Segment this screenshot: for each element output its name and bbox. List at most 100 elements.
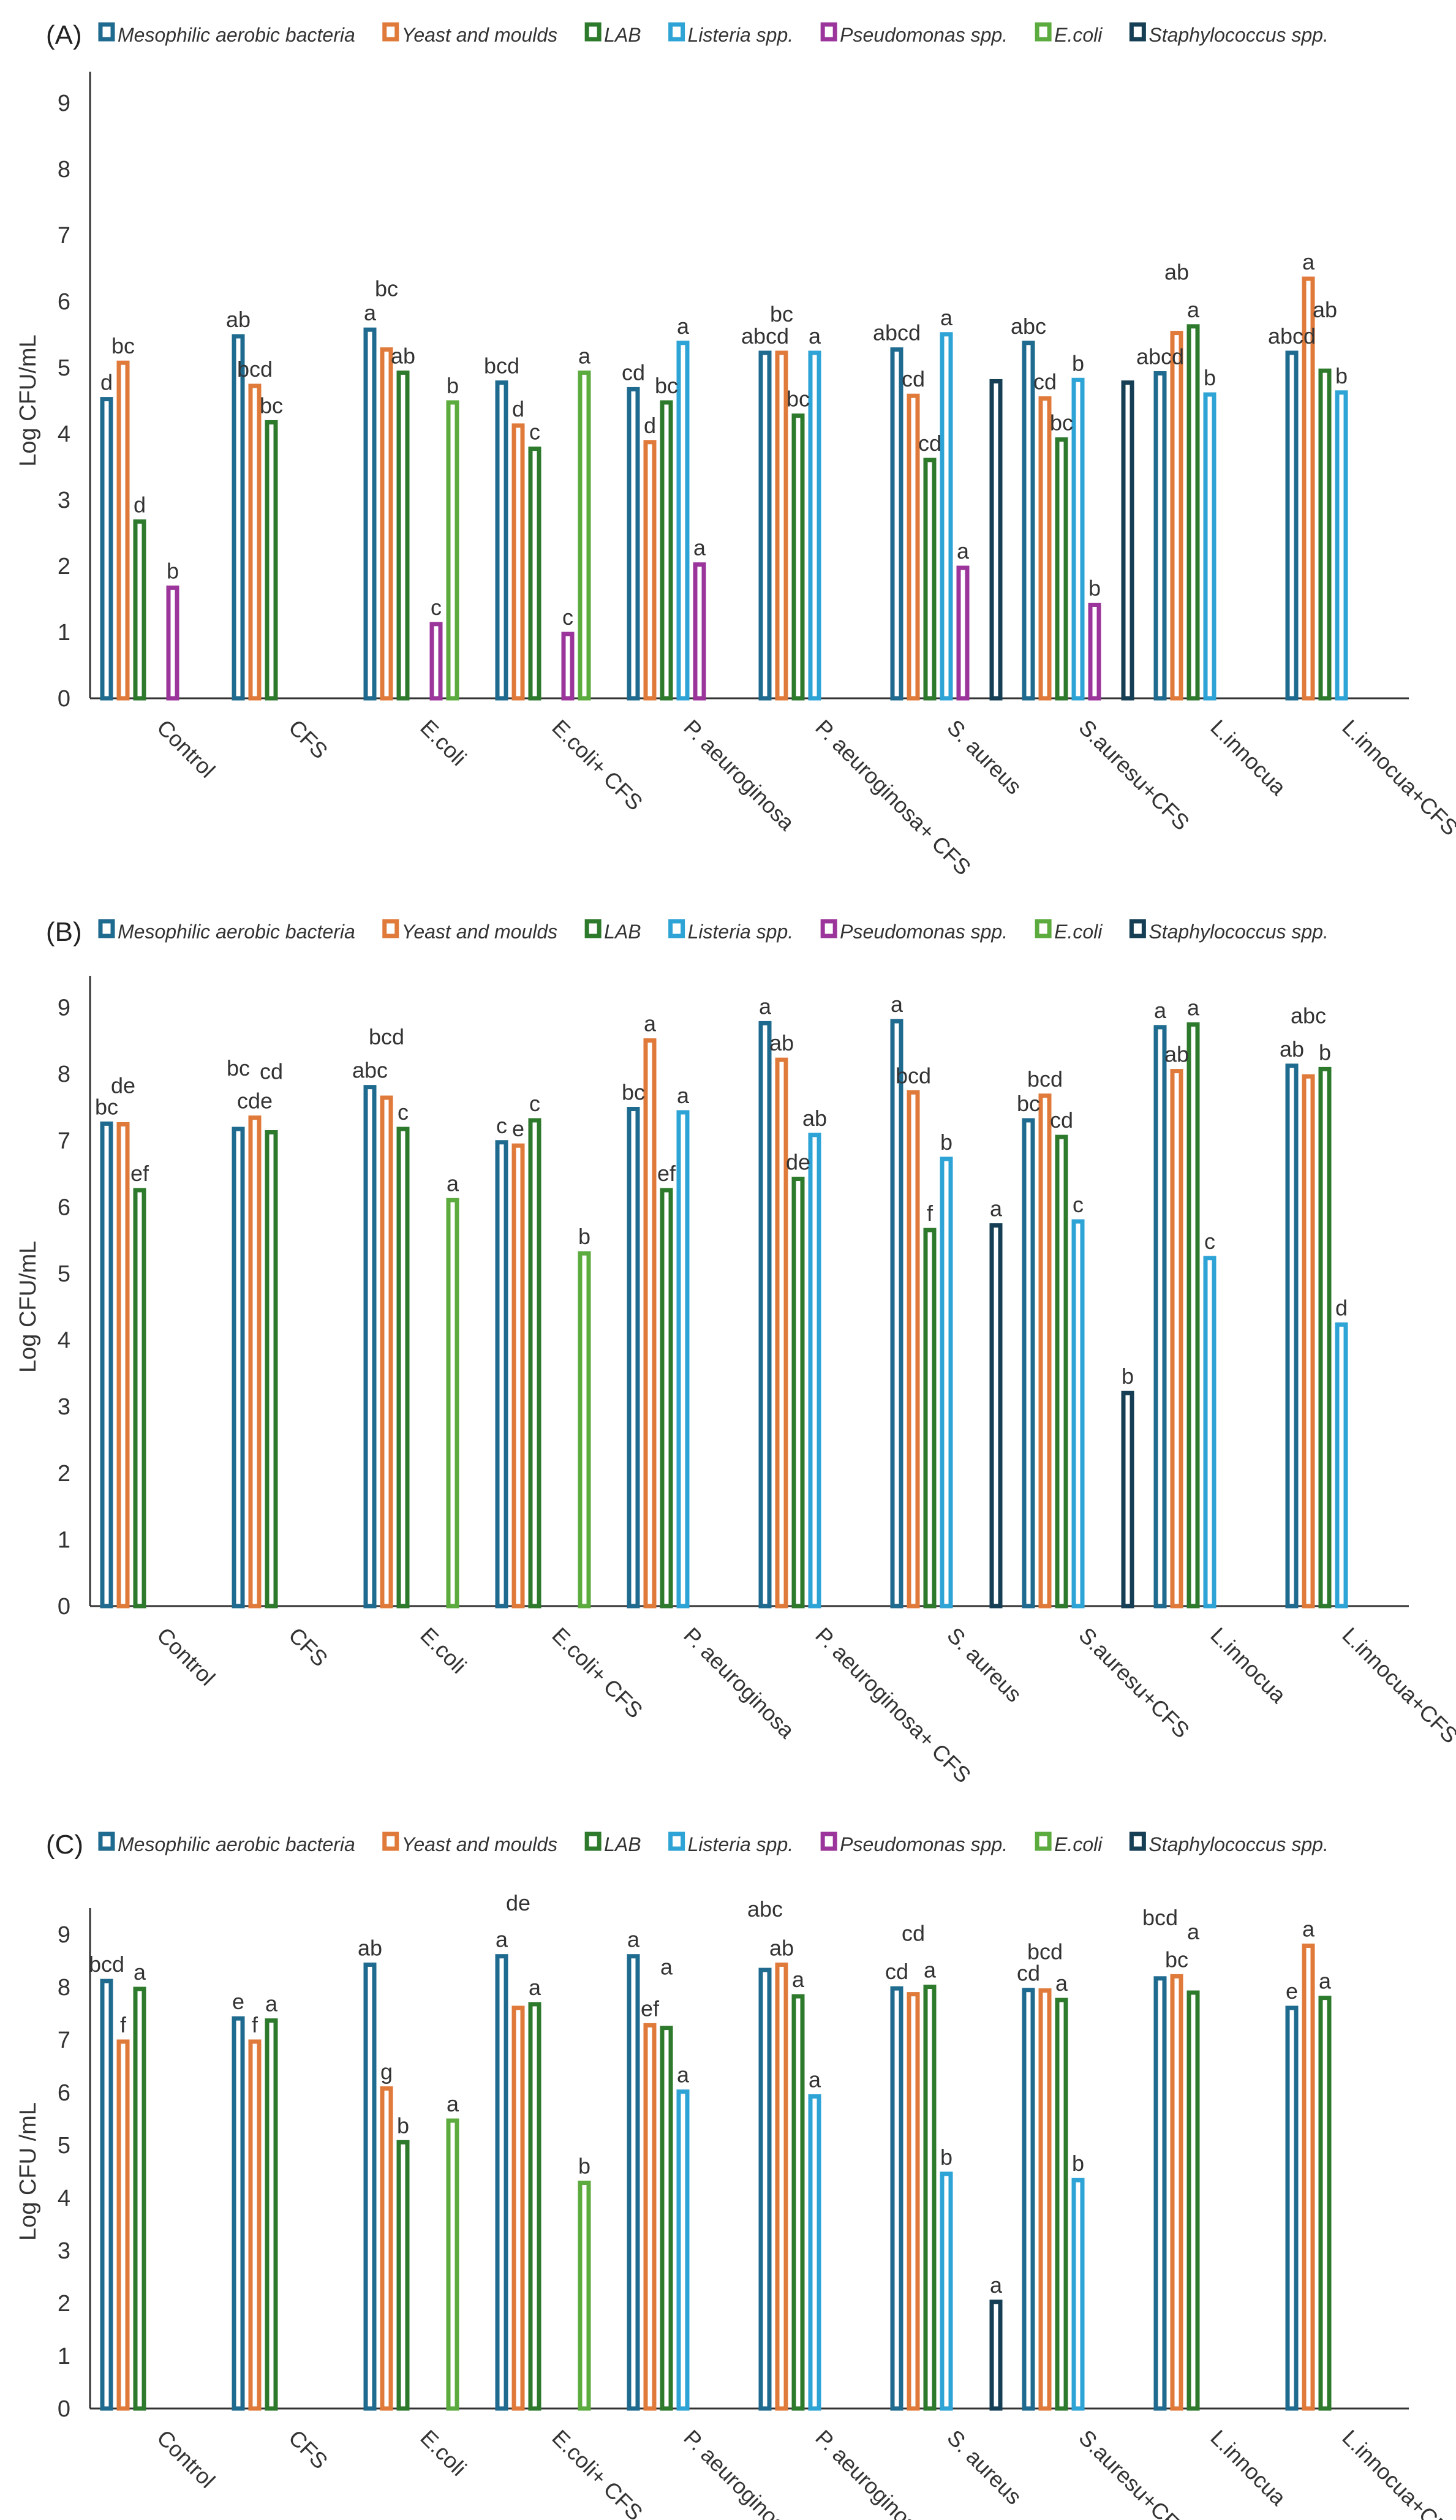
significance-letter: b	[167, 558, 179, 583]
significance-letter: f	[120, 2012, 127, 2037]
bar-lab-5	[791, 1177, 805, 1609]
significance-letter: cd	[1017, 1961, 1040, 1986]
significance-letter: ab	[1313, 297, 1337, 322]
bar-mesophilic-aerobic-bacteria-7	[1022, 341, 1035, 701]
bar-listeria-spp--5	[808, 350, 821, 701]
legend-swatch	[1129, 1832, 1146, 1851]
significance-letter: c	[1073, 1192, 1084, 1217]
significance-letter: cd	[1033, 369, 1057, 394]
significance-letter: bc	[111, 333, 135, 358]
bar-listeria-spp--9	[1335, 390, 1348, 701]
legend-swatch	[820, 1832, 837, 1851]
chart-panel-a: (A) Mesophilic aerobic bacteria Yeast and …	[15, 20, 1456, 880]
x-category-label: L.innocua	[1205, 715, 1291, 801]
significance-letter: bc	[260, 393, 283, 418]
bar-listeria-spp--6	[940, 332, 953, 701]
significance-letter: a	[677, 2062, 690, 2088]
legend-item: Mesophilic aerobic bacteria	[98, 22, 355, 46]
bar-yeast-and-moulds-4	[643, 440, 657, 701]
legend-swatch	[1035, 1832, 1052, 1851]
bar-mesophilic-aerobic-bacteria-5	[758, 350, 772, 701]
legend-label: Mesophilic aerobic bacteria	[118, 1833, 355, 1855]
bar-pseudomonas-spp--0	[166, 585, 179, 701]
legend-label: Staphylococcus spp.	[1149, 24, 1329, 46]
significance-letter: d	[644, 413, 656, 438]
bar-yeast-and-moulds-4	[643, 2023, 657, 2411]
legend-item: LAB	[584, 22, 641, 46]
bar-listeria-spp--6	[940, 1156, 953, 1609]
x-category-label: E.coli+ CFS	[547, 1623, 647, 1723]
bar-mesophilic-aerobic-bacteria-3	[495, 380, 508, 701]
x-category-label: L.innocua+CFS	[1337, 715, 1456, 840]
y-tick-label: 4	[58, 1328, 70, 1354]
bar-yeast-and-moulds-6	[907, 1992, 920, 2411]
legend-item: Yeast and moulds	[382, 919, 557, 943]
significance-letter: ab	[769, 1030, 794, 1055]
bar-listeria-spp--8	[1203, 1256, 1216, 1609]
bar-e-coli-3	[578, 2180, 591, 2411]
x-category-label: S.auresu+CFS	[1074, 715, 1194, 836]
y-tick-label: 7	[58, 1128, 70, 1154]
legend-label: Mesophilic aerobic bacteria	[118, 921, 355, 943]
significance-letter: ab	[226, 307, 251, 332]
significance-letter: de	[506, 1890, 530, 1915]
y-tick-label: 5	[58, 2133, 70, 2159]
bar-mesophilic-aerobic-bacteria-6	[890, 1019, 903, 1609]
legend-swatch	[584, 1832, 602, 1851]
significance-letter: c	[562, 605, 573, 630]
bar-mesophilic-aerobic-bacteria-8	[1153, 1025, 1167, 1609]
significance-letter: bc	[227, 1055, 250, 1081]
bar-listeria-spp--8	[1203, 392, 1216, 701]
legend-swatch	[584, 22, 602, 42]
bar-mesophilic-aerobic-bacteria-9	[1285, 350, 1299, 701]
significance-letter: b	[940, 2145, 952, 2170]
significance-letter: a	[578, 343, 591, 368]
legend-swatch	[1035, 919, 1052, 938]
significance-letter: b	[447, 373, 459, 398]
bar-mesophilic-aerobic-bacteria-8	[1153, 1976, 1167, 2411]
significance-letter: a	[496, 1927, 508, 1952]
significance-letter: a	[447, 1171, 459, 1196]
bar-lab-2	[396, 2140, 410, 2411]
significance-letter: ab	[802, 1106, 827, 1131]
bar-yeast-and-moulds-6	[907, 1090, 920, 1609]
bar-yeast-and-moulds-9	[1302, 1943, 1315, 2411]
legend-label: Yeast and moulds	[402, 24, 557, 46]
significance-letter: bc	[1165, 1947, 1188, 1972]
y-tick-label: 9	[58, 1922, 70, 1948]
y-tick-label: 5	[58, 1261, 70, 1287]
x-category-label: P. aeuroginosa	[679, 2425, 800, 2520]
legend-label: Pseudomonas spp.	[840, 24, 1008, 46]
significance-letter: bcd	[89, 1952, 124, 1977]
significance-letter: a	[809, 323, 821, 349]
panel-label: (C)	[46, 1830, 83, 1860]
bar-lab-0	[133, 519, 146, 701]
significance-letter: bcd	[1027, 1066, 1063, 1092]
legend-item: Listeria spp.	[668, 919, 793, 943]
bar-yeast-and-moulds-2	[380, 1095, 393, 1609]
bar-mesophilic-aerobic-bacteria-6	[890, 1986, 903, 2411]
legend-label: Staphylococcus spp.	[1149, 921, 1329, 943]
bar-lab-6	[923, 1228, 937, 1609]
bar-mesophilic-aerobic-bacteria-4	[627, 1954, 640, 2411]
significance-letter: bc	[655, 373, 678, 398]
bar-yeast-and-moulds-4	[643, 1038, 657, 1609]
significance-letter: cd	[902, 366, 925, 391]
bar-mesophilic-aerobic-bacteria-9	[1285, 2005, 1299, 2411]
y-tick-label: 6	[58, 1194, 70, 1220]
bar-listeria-spp--5	[808, 1133, 821, 1609]
bar-yeast-and-moulds-8	[1170, 331, 1183, 701]
bar-mesophilic-aerobic-bacteria-0	[100, 1121, 113, 1609]
y-tick-label: 0	[58, 1594, 70, 1620]
legend-item: LAB	[584, 919, 641, 943]
significance-letter: bcd	[484, 353, 519, 379]
bar-lab-3	[528, 447, 541, 701]
significance-letter: cd	[918, 431, 941, 456]
bar-lab-5	[791, 1994, 805, 2411]
significance-letter: abcd	[1268, 323, 1316, 349]
significance-letter: ef	[641, 1996, 660, 2021]
bar-lab-3	[528, 1118, 541, 1609]
bar-yeast-and-moulds-6	[907, 393, 920, 701]
bar-e-coli-2	[446, 2118, 459, 2411]
bar-yeast-and-moulds-7	[1038, 1093, 1052, 1609]
